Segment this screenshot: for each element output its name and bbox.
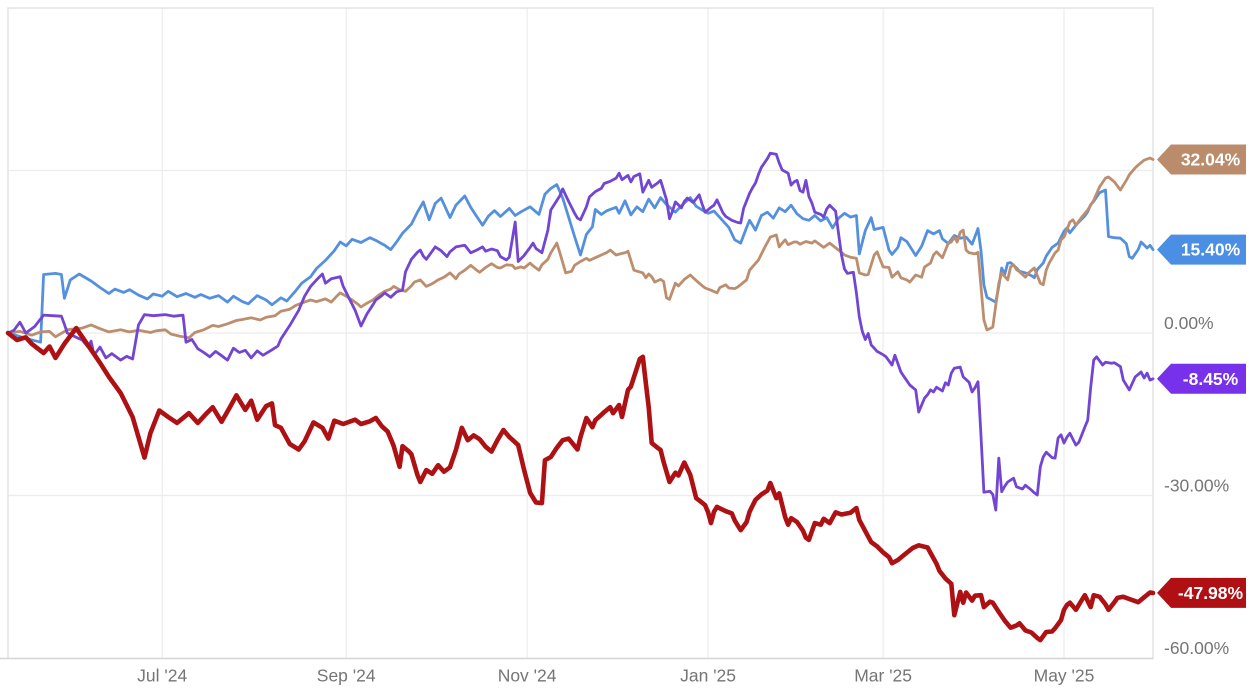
end-value-label-purple: -8.45%: [1183, 369, 1239, 389]
x-axis-label: Sep '24: [317, 666, 376, 686]
series-line-purple: [6, 151, 1155, 512]
x-axis-label: May '25: [1034, 666, 1095, 686]
y-axis-label: -30.00%: [1164, 476, 1229, 496]
series-line-brown: [6, 156, 1155, 340]
end-value-flag-purple: [1157, 363, 1246, 394]
end-value-flag-brown: [1157, 144, 1246, 175]
x-axis-label: Nov '24: [498, 666, 557, 686]
y-axis-label: 0.00%: [1164, 313, 1214, 333]
end-value-label-blue: 15.40%: [1181, 240, 1241, 260]
x-axis-label: Jul '24: [137, 666, 187, 686]
end-value-label-brown: 32.04%: [1181, 150, 1241, 170]
end-value-flag-blue: [1157, 234, 1246, 265]
series-line-red: [5, 325, 1156, 643]
x-axis-label: Jan '25: [680, 666, 736, 686]
x-axis-label: Mar '25: [854, 666, 912, 686]
end-value-flag-red: [1157, 577, 1246, 608]
y-axis-label: -60.00%: [1164, 638, 1229, 658]
end-value-label-red: -47.98%: [1178, 583, 1244, 603]
